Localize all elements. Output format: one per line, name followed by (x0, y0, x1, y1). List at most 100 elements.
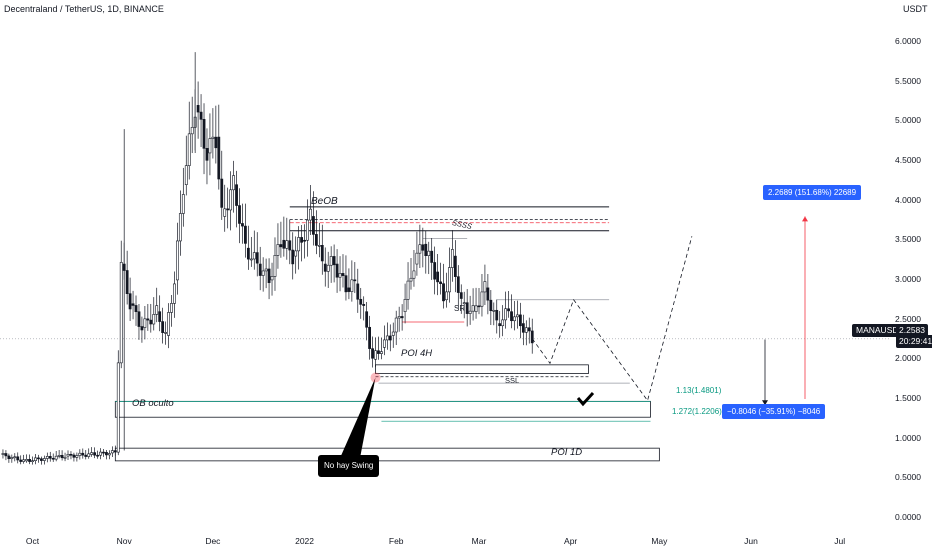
currency-label: USDT (903, 4, 928, 14)
candle-body (400, 316, 404, 319)
candle-body (51, 457, 55, 460)
candle-body (125, 270, 129, 294)
x-tick-label: May (651, 536, 668, 546)
sweep-marker (370, 372, 381, 383)
candle-body (282, 239, 286, 249)
ssl-label: SSL (505, 376, 520, 385)
candle-body (362, 304, 366, 306)
candle-body (134, 305, 138, 313)
candle-body (489, 299, 493, 312)
x-tick-label: Apr (564, 536, 578, 546)
candle-body (516, 314, 519, 318)
candle-body (184, 165, 188, 185)
candle-body (288, 240, 292, 251)
x-tick-label: Feb (388, 536, 404, 546)
candle-body (303, 239, 306, 242)
candle-body (518, 314, 522, 327)
candle-body (530, 330, 534, 344)
no-swing-callout[interactable]: No hay Swing (318, 455, 380, 477)
candle-body (81, 452, 85, 456)
candle-body (152, 314, 156, 325)
candle-body (211, 136, 215, 139)
candle-body (75, 455, 79, 458)
x-tick-label: Jun (744, 536, 758, 546)
candle-body (504, 308, 508, 321)
y-tick-label: 0.0000 (895, 512, 921, 522)
candle-body (273, 255, 277, 277)
candle-body (326, 264, 330, 272)
candle-body (99, 451, 102, 456)
sr-label: SR (454, 304, 466, 313)
y-tick-label: 4.5000 (895, 154, 921, 165)
candle-body (102, 451, 105, 454)
candle-body (48, 456, 52, 459)
candle-body (344, 275, 348, 293)
candle-body (430, 250, 434, 263)
candle-body (477, 305, 481, 308)
candle-body (374, 350, 377, 360)
candle-body (285, 240, 289, 249)
candle-body (415, 252, 419, 265)
candle-body (341, 273, 345, 276)
symbol-tag: MANAUSDT (852, 324, 908, 337)
candle-body (359, 298, 363, 305)
candle-body (143, 318, 147, 328)
candle-body (427, 250, 431, 257)
candle-body (412, 270, 416, 279)
candle-body (495, 309, 499, 321)
candle-body (31, 460, 34, 462)
candle-body (492, 309, 496, 312)
ob-oculto-label: OB oculto (132, 398, 174, 409)
candle-body (513, 316, 516, 322)
candle-body (34, 457, 37, 461)
candle-body (7, 455, 11, 460)
poi-4h-label: POI 4H (401, 348, 433, 359)
candle-body (66, 453, 70, 457)
projection-down-badge[interactable]: −0.8046 (−35.91%) −8046 (722, 404, 826, 419)
candle-body (300, 237, 303, 243)
candle-body (465, 302, 469, 314)
y-tick-label: 1.5000 (895, 392, 921, 403)
candle-body (87, 453, 91, 457)
candle-body (320, 245, 324, 262)
candle-body (521, 323, 525, 333)
y-tick-label: 4.0000 (895, 194, 921, 205)
candle-body (232, 175, 235, 191)
last-price-tag: 2.2583 (896, 324, 928, 337)
candle-body (90, 452, 94, 455)
candle-body (459, 292, 463, 299)
candle-body (418, 244, 422, 254)
candle-body (456, 276, 460, 293)
candle-body (474, 305, 478, 312)
candle-body (113, 450, 117, 453)
candle-body (309, 208, 312, 221)
candle-body (176, 240, 179, 281)
candle-body (155, 305, 159, 315)
candle-body (397, 316, 401, 319)
projection-up-badge[interactable]: 2.2689 (151.68%) 22689 (763, 185, 862, 200)
candle-body (312, 216, 315, 235)
candle-body (433, 262, 437, 280)
candle-body (173, 283, 176, 304)
candle-body (409, 277, 413, 282)
candle-body (442, 283, 445, 302)
candle-body (190, 127, 194, 135)
candle-body (347, 287, 351, 292)
candle-body (406, 280, 410, 300)
candle-body (161, 321, 165, 333)
candle-body (57, 455, 61, 457)
y-tick-label: 5.0000 (895, 115, 921, 126)
bar-countdown-tag: 20:29:41 (896, 335, 932, 348)
candle-body (314, 234, 318, 246)
candle-body (220, 178, 224, 208)
candle-body (380, 351, 383, 354)
zone-box (375, 364, 589, 374)
candle-body (258, 263, 262, 276)
candle-body (244, 225, 247, 244)
candle-body (294, 250, 298, 257)
candle-body (84, 454, 88, 457)
candle-body (436, 271, 440, 283)
candle-body (39, 458, 43, 461)
